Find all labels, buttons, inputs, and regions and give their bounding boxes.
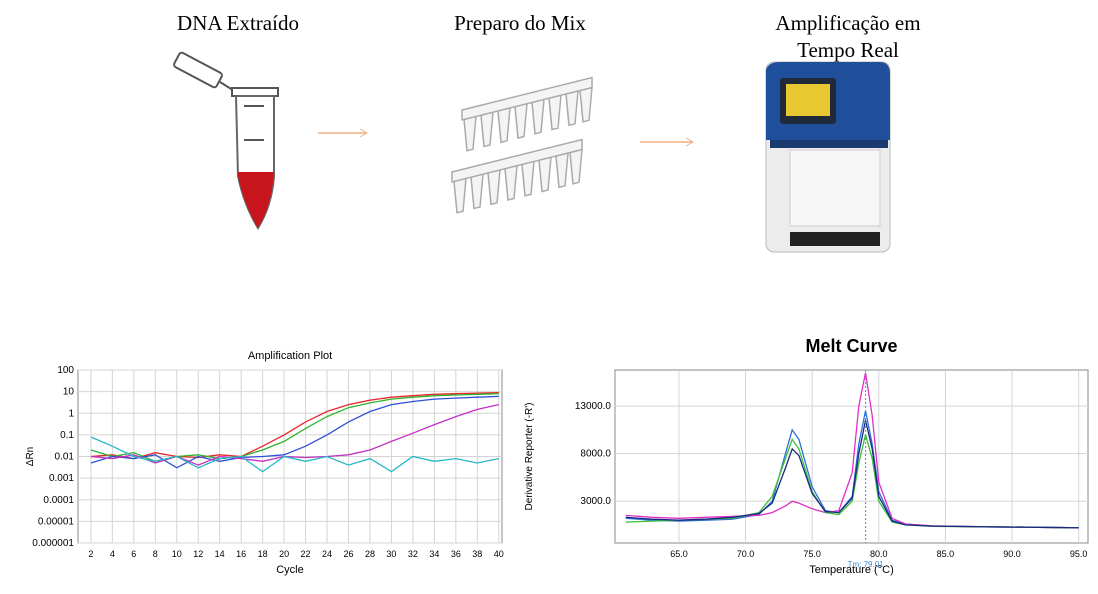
x-tick-label: 26	[343, 549, 353, 559]
x-tick-label: 85.0	[937, 549, 955, 559]
x-tick-label: 10	[172, 549, 182, 559]
x-tick-label: 65.0	[670, 549, 688, 559]
x-tick-label: 14	[215, 549, 225, 559]
x-tick-label: 70.0	[737, 549, 755, 559]
x-tick-label: 12	[193, 549, 203, 559]
x-axis-label: Cycle	[276, 564, 304, 576]
y-tick-label: 13000.0	[575, 401, 612, 412]
y-axis-label: ΔRn	[25, 447, 36, 466]
y-tick-label: 0.001	[49, 473, 74, 484]
x-tick-label: 30	[386, 549, 396, 559]
x-tick-label: 22	[301, 549, 311, 559]
y-tick-label: 0.00001	[38, 516, 75, 527]
x-tick-label: 16	[236, 549, 246, 559]
y-tick-label: 0.000001	[32, 538, 74, 549]
marker-label: Tm: 79.01	[848, 560, 885, 569]
x-tick-label: 80.0	[870, 549, 888, 559]
x-tick-label: 34	[429, 549, 439, 559]
x-tick-label: 24	[322, 549, 332, 559]
y-tick-label: 8000.0	[580, 449, 611, 460]
y-tick-label: 10	[63, 387, 75, 398]
tube-icon	[173, 52, 278, 228]
y-tick-label: 3000.0	[580, 496, 611, 507]
x-tick-label: 95.0	[1070, 549, 1088, 559]
x-tick-label: 4	[110, 549, 115, 559]
x-tick-label: 2	[88, 549, 93, 559]
figure: DNA Extraído Preparo do Mix Amplificação…	[0, 0, 1098, 594]
y-axis-label: Derivative Reporter (-R')	[524, 402, 535, 510]
x-tick-label: 75.0	[803, 549, 821, 559]
x-tick-label: 6	[131, 549, 136, 559]
step-label: Preparo do Mix	[454, 11, 586, 35]
step-label: DNA Extraído	[177, 11, 299, 35]
y-tick-label: 0.0001	[43, 495, 74, 506]
x-tick-label: 40	[494, 549, 504, 559]
y-tick-label: 0.1	[60, 430, 74, 441]
x-tick-label: 18	[258, 549, 268, 559]
y-tick-label: 1	[68, 408, 74, 419]
y-tick-label: 100	[57, 365, 74, 376]
plot-area	[615, 370, 1088, 543]
x-tick-label: 20	[279, 549, 289, 559]
x-tick-label: 8	[153, 549, 158, 559]
strip-icon	[452, 78, 592, 214]
x-tick-label: 90.0	[1003, 549, 1021, 559]
x-tick-label: 32	[408, 549, 418, 559]
x-tick-label: 28	[365, 549, 375, 559]
chart-title: Amplification Plot	[248, 350, 332, 362]
x-tick-label: 38	[472, 549, 482, 559]
x-tick-label: 36	[451, 549, 461, 559]
y-tick-label: 0.01	[55, 452, 75, 463]
chart-title: Melt Curve	[805, 336, 897, 356]
step-label: Amplificação em	[775, 11, 920, 35]
machine-icon	[766, 62, 890, 252]
step-label: Tempo Real	[797, 38, 899, 62]
